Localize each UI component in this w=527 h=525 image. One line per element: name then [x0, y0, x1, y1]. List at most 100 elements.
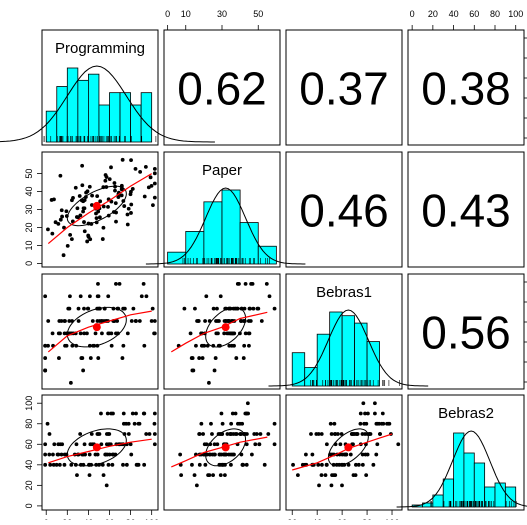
scatter-point — [129, 452, 134, 457]
scatter-point — [130, 411, 135, 416]
scatter-point — [85, 331, 89, 336]
scatter-point — [47, 452, 52, 457]
scatter-point — [243, 331, 248, 336]
scatter-point — [225, 432, 230, 436]
histogram-bar — [88, 73, 100, 143]
histogram-bar — [203, 201, 223, 265]
scatter-point — [74, 442, 79, 447]
scatter-point — [124, 462, 129, 467]
tick-label: 100 — [508, 9, 523, 19]
scatter-point — [75, 206, 80, 211]
panel-frame — [163, 151, 281, 268]
scatter-point — [149, 183, 154, 188]
scatter-point — [45, 421, 50, 426]
scatter-point — [43, 442, 48, 447]
scatter-point — [152, 167, 157, 171]
scatter-point — [43, 294, 48, 299]
scatter-point — [291, 462, 295, 467]
scatter-point — [360, 452, 365, 457]
histogram-bar — [185, 231, 205, 265]
scatter-point — [150, 306, 155, 311]
scatter-point — [142, 343, 147, 348]
scatter-point — [78, 294, 83, 299]
scatter-point — [46, 319, 51, 323]
scatter-point — [246, 411, 250, 416]
tick-label: 60 — [469, 9, 479, 19]
scatter-point — [83, 195, 88, 199]
scatter-point — [219, 411, 224, 416]
scatter-point — [100, 237, 105, 241]
scatter-point — [358, 421, 363, 426]
variable-label: Paper — [202, 162, 242, 179]
scatter-point — [137, 421, 142, 426]
scatter-point — [272, 442, 277, 447]
scatter-point — [43, 462, 48, 467]
scatter-point — [152, 171, 157, 176]
scatter-point — [229, 432, 234, 436]
scatter-point — [380, 411, 385, 416]
scatter-point — [109, 331, 114, 336]
panel-frame — [285, 151, 403, 268]
scatter-point — [236, 421, 240, 426]
scatter-point — [126, 206, 131, 211]
scatter-point — [97, 432, 102, 436]
scatter-point — [179, 473, 184, 477]
scatter-point — [60, 214, 64, 219]
scatter-point — [225, 331, 230, 336]
scatter-point — [97, 215, 102, 220]
scatter-point — [106, 204, 110, 209]
scatter-point — [64, 209, 69, 214]
scatter-point — [94, 216, 99, 221]
scatter-point — [230, 411, 235, 416]
scatter-point — [69, 237, 74, 242]
scatter-point — [76, 215, 80, 220]
scatter-point — [62, 225, 66, 230]
scatter-point — [192, 473, 197, 477]
panel-frame — [407, 273, 525, 390]
scatter-point — [73, 185, 78, 190]
scatter-point — [80, 356, 85, 360]
scatter-point — [240, 462, 245, 467]
scatter-point — [272, 421, 277, 426]
scatter-point — [105, 452, 110, 457]
scatter-point — [207, 473, 212, 477]
scatter-point — [52, 442, 57, 447]
histogram-bar — [291, 352, 306, 387]
scatter-point — [240, 421, 245, 426]
scatter-point — [243, 281, 248, 286]
scatter-point — [134, 411, 138, 416]
scatter-point — [152, 411, 157, 416]
scatter-point — [68, 294, 72, 299]
scatter-point — [128, 442, 133, 447]
scatter-point — [101, 225, 106, 230]
scatter-point — [214, 319, 218, 323]
tick-label: 60 — [24, 439, 34, 449]
scatter-point — [137, 319, 142, 323]
scatter-point — [259, 391, 263, 395]
tick-label: 100 — [24, 396, 34, 411]
scatter-point — [112, 181, 117, 185]
scatter-point — [62, 462, 67, 467]
panel-frame — [285, 394, 403, 511]
scatter-point — [319, 473, 324, 477]
scatter-point — [194, 343, 198, 348]
scatter-point — [100, 462, 105, 467]
histogram-bar — [56, 86, 68, 143]
scatter-point — [247, 306, 252, 311]
scatter-point — [55, 452, 60, 457]
scatter-point — [129, 211, 133, 215]
scatter-point — [365, 452, 370, 457]
scatter-point — [109, 199, 114, 204]
scatter-point — [245, 401, 250, 406]
scatter-point — [82, 206, 87, 211]
scatter-point — [93, 331, 98, 336]
scatter-point — [90, 193, 94, 198]
scatter-point — [110, 462, 115, 467]
panel-frame — [41, 394, 159, 511]
scatter-point — [81, 368, 86, 373]
scatter-point — [342, 452, 347, 457]
panel-frame — [285, 273, 403, 390]
scatter-point — [200, 356, 205, 360]
density-curve — [0, 65, 215, 143]
scatter-point — [323, 473, 328, 477]
